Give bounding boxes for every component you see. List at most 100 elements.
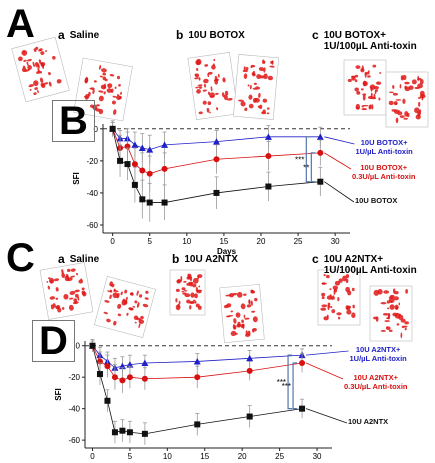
paw-spot (405, 328, 407, 330)
data-point (119, 377, 125, 383)
paw-spot (335, 281, 340, 286)
panel-letter: B (52, 100, 95, 142)
paw-spot (176, 304, 181, 310)
panel-letter: D (32, 320, 75, 362)
x-tick-label: 15 (200, 452, 209, 461)
paw-spot (321, 304, 327, 307)
paw-spot (352, 288, 355, 291)
paw-spot (321, 293, 325, 297)
y-axis-label: SFI (72, 172, 81, 184)
paw-spot (370, 84, 376, 89)
image-frame (344, 60, 386, 115)
paw-spot (394, 296, 399, 300)
paw-spot (355, 79, 357, 82)
paw-print-image (94, 276, 155, 337)
data-point (97, 371, 103, 377)
paw-spot (396, 118, 399, 124)
significance-label: *** (282, 382, 291, 391)
panel-item: b 10U A2NTX (172, 254, 238, 265)
paw-spot (372, 104, 374, 109)
paw-spot (378, 98, 380, 101)
paw-spot (407, 113, 410, 117)
data-point (194, 421, 200, 427)
data-point (139, 196, 145, 202)
paw-spot (397, 323, 400, 325)
data-point (112, 429, 118, 435)
x-tick-label: 30 (313, 452, 322, 461)
data-point (132, 161, 138, 167)
data-point (104, 398, 110, 404)
label-arrow (324, 137, 354, 144)
data-point (89, 343, 95, 349)
paw-spot (356, 107, 360, 109)
paw-spot (409, 85, 414, 90)
paw-spot (392, 85, 394, 89)
paw-spot (322, 282, 326, 285)
paw-spot (400, 115, 405, 118)
series-label: 10U A2NTX+ 0.3U/µL Anti-toxin (344, 374, 408, 391)
data-point (317, 150, 323, 156)
data-point (142, 431, 148, 437)
label-arrow (324, 182, 354, 202)
item-label: 10U BOTOX (188, 30, 245, 41)
item-letter: b (176, 30, 183, 41)
paw-print-image (170, 270, 205, 315)
data-point (162, 166, 168, 172)
paw-spot (354, 87, 359, 91)
paw-spot (395, 103, 397, 105)
item-label: 10U A2NTX (184, 254, 238, 265)
paw-spot (346, 279, 349, 283)
panel-letter: A (6, 4, 35, 44)
paw-spot (189, 305, 191, 309)
item-label: Saline (70, 30, 99, 41)
paw-spot (362, 93, 366, 95)
data-point (110, 126, 116, 132)
paw-print-image (188, 52, 238, 119)
paw-spot (327, 295, 333, 299)
paw-print-image (233, 54, 278, 119)
paw-spot (329, 288, 331, 290)
paw-spot (368, 70, 370, 73)
paw-spot (381, 302, 387, 304)
paw-spot (198, 286, 200, 288)
significance-label: ** (303, 163, 309, 172)
x-tick-label: 25 (275, 452, 284, 461)
paw-spot (184, 290, 187, 292)
paw-spot (385, 320, 390, 322)
paw-spot (402, 75, 406, 80)
paw-print-image (220, 284, 265, 342)
paw-spot (389, 101, 394, 105)
label-arrow (306, 363, 343, 379)
data-point (147, 171, 153, 177)
data-point (213, 190, 219, 196)
paw-spot (361, 88, 364, 90)
paw-spot (416, 115, 421, 120)
data-point (265, 153, 271, 159)
paw-print-image (40, 262, 93, 319)
data-point (247, 414, 253, 420)
paw-spot (189, 302, 194, 304)
paw-spot (352, 305, 354, 309)
paw-spot (404, 82, 410, 85)
paw-spot (401, 332, 403, 338)
paw-spot (389, 330, 393, 332)
item-letter: c (312, 254, 319, 276)
paw-print-image (318, 270, 360, 325)
data-point (139, 145, 146, 152)
paw-spot (386, 326, 388, 329)
figure-graphics: 0-20-40-60051015202530DaysSFI*****0-20-4… (0, 0, 435, 463)
image-frame (12, 37, 70, 102)
paw-spot (176, 280, 181, 283)
item-letter: b (172, 254, 179, 265)
paw-spot (334, 289, 336, 295)
paw-spot (336, 312, 341, 315)
paw-spot (397, 111, 402, 115)
paw-spot (196, 303, 200, 307)
item-letter: a (58, 30, 65, 41)
paw-spot (176, 289, 180, 292)
paw-spot (418, 97, 421, 99)
paw-spot (356, 91, 360, 95)
x-tick-label: 15 (219, 237, 228, 246)
paw-spot (347, 306, 351, 310)
paw-spot (414, 107, 420, 113)
